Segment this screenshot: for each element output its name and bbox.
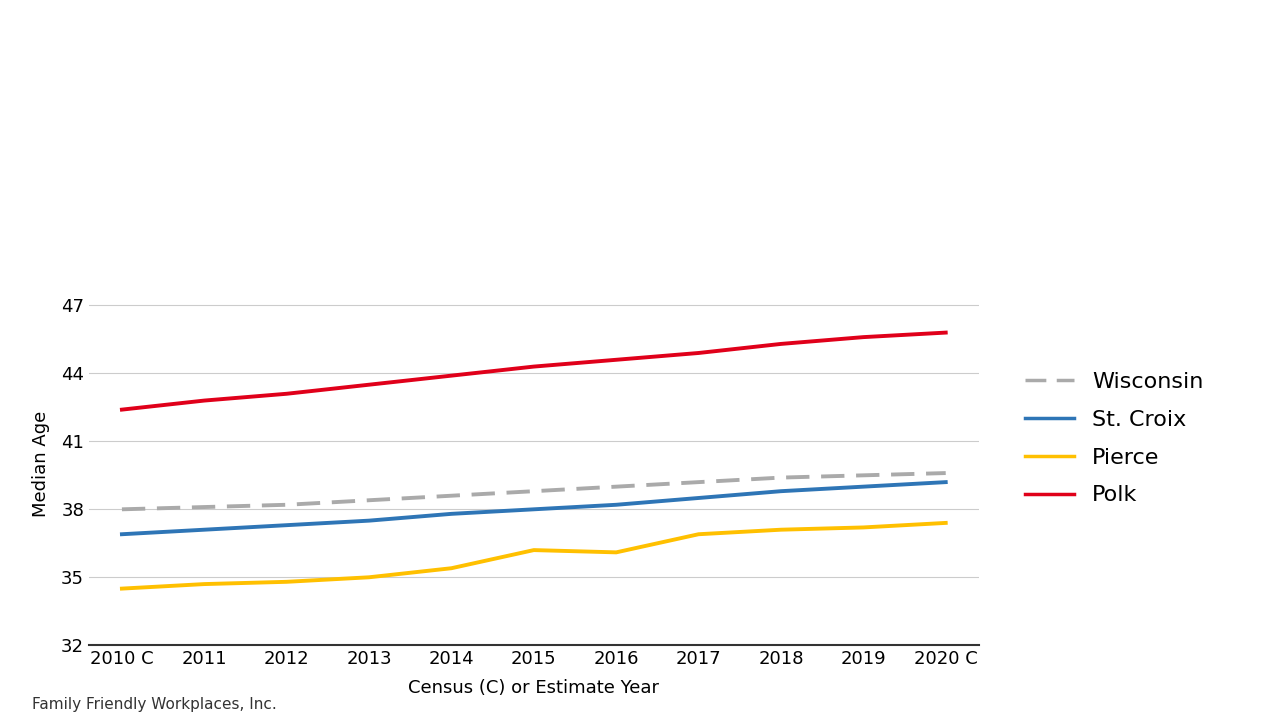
- Legend: Wisconsin, St. Croix, Pierce, Polk: Wisconsin, St. Croix, Pierce, Polk: [1017, 363, 1213, 514]
- X-axis label: Census (C) or Estimate Year: Census (C) or Estimate Year: [408, 679, 660, 697]
- Text: Family Friendly Workplaces, Inc.: Family Friendly Workplaces, Inc.: [32, 697, 277, 712]
- Text: Median Age: Median Age: [42, 69, 337, 117]
- Y-axis label: Median Age: Median Age: [32, 411, 50, 517]
